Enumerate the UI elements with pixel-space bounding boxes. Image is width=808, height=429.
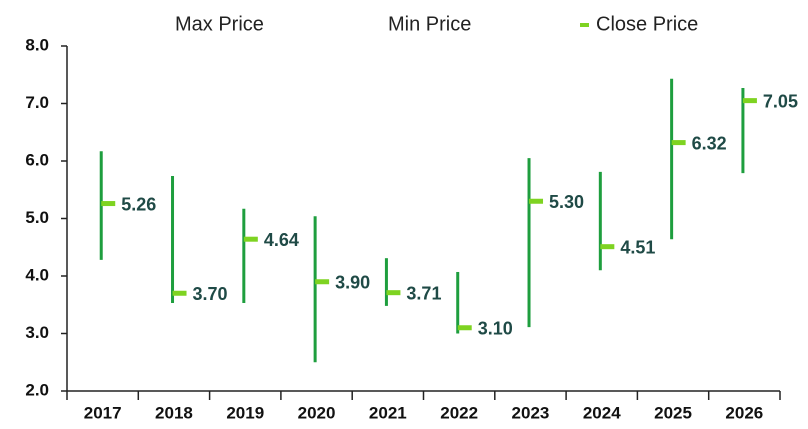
x-tick-label: 2024 — [583, 403, 621, 422]
y-tick-label: 6.0 — [25, 150, 49, 169]
close-tick — [457, 325, 472, 331]
value-label: 3.70 — [193, 284, 228, 304]
legend-label: Close Price — [596, 13, 698, 35]
value-label: 4.64 — [264, 230, 299, 250]
x-tick-label: 2017 — [84, 403, 122, 422]
legend-label: Min Price — [388, 13, 471, 35]
x-tick-label: 2026 — [725, 403, 763, 422]
close-tick — [742, 98, 757, 104]
value-label: 3.90 — [335, 273, 370, 293]
y-tick-label: 7.0 — [25, 93, 49, 112]
close-tick — [243, 236, 258, 242]
close-tick — [386, 290, 401, 296]
y-tick-label: 3.0 — [25, 323, 49, 342]
close-tick — [600, 244, 615, 250]
close-tick — [529, 198, 544, 204]
value-label: 3.10 — [478, 319, 513, 339]
legend-label: Max Price — [175, 13, 264, 35]
y-tick-label: 4.0 — [25, 265, 49, 284]
close-tick — [101, 201, 116, 207]
value-label: 6.32 — [692, 133, 727, 153]
legend-marker — [580, 23, 589, 27]
x-tick-label: 2022 — [440, 403, 478, 422]
close-tick — [315, 279, 330, 285]
value-label: 5.26 — [121, 194, 156, 214]
value-label: 7.05 — [763, 91, 798, 111]
y-tick-label: 5.0 — [25, 208, 49, 227]
close-tick — [671, 140, 686, 146]
y-tick-label: 2.0 — [25, 380, 49, 399]
x-tick-label: 2018 — [155, 403, 193, 422]
x-tick-label: 2025 — [654, 403, 692, 422]
x-tick-label: 2020 — [298, 403, 336, 422]
close-tick — [172, 290, 187, 296]
value-label: 4.51 — [620, 237, 655, 257]
x-tick-label: 2021 — [369, 403, 407, 422]
x-tick-label: 2023 — [512, 403, 550, 422]
x-tick-label: 2019 — [226, 403, 264, 422]
value-label: 5.30 — [549, 192, 584, 212]
value-label: 3.71 — [406, 283, 441, 303]
y-tick-label: 8.0 — [25, 35, 49, 54]
